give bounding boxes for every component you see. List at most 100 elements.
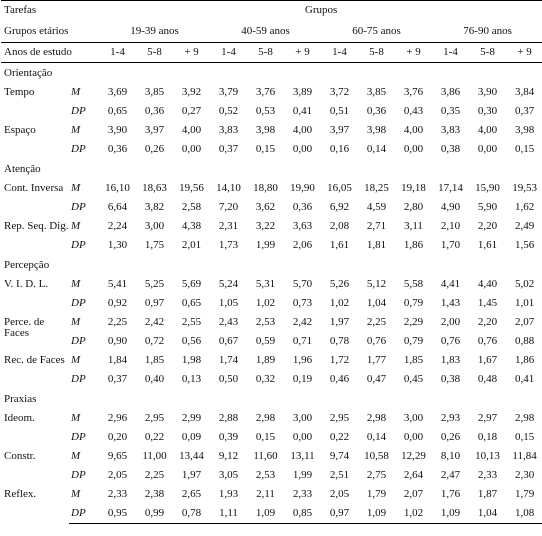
value-cell: 2,20 — [477, 220, 498, 232]
value-cell: 15,90 — [475, 182, 500, 194]
value-cell: 1,67 — [477, 354, 498, 366]
value-cell: 2,98 — [514, 412, 535, 424]
value-cell: 0,16 — [329, 143, 350, 155]
value-cell: 0,65 — [181, 297, 202, 309]
value-cell: 6,64 — [107, 201, 128, 213]
stat-label: DP — [71, 143, 86, 155]
value-cell: 1,43 — [440, 297, 461, 309]
section-row: Praxias — [1, 389, 542, 409]
value-cell: 18,80 — [253, 182, 278, 194]
value-cell: 2,42 — [144, 316, 165, 328]
value-cell: 18,63 — [142, 182, 167, 194]
value-cell: 2,33 — [477, 469, 498, 481]
value-cell: 0,22 — [329, 431, 350, 443]
data-table: Tarefas Grupos Grupos etários 19-39 anos… — [1, 0, 542, 524]
value-cell: 0,27 — [181, 105, 202, 117]
section-row: Orientação — [1, 63, 542, 84]
value-cell: 3,00 — [292, 412, 313, 424]
edu-header: + 9 — [284, 42, 321, 63]
value-cell: 3,00 — [144, 220, 165, 232]
task-label: Cont. Inversa — [4, 182, 64, 194]
table-row: Perce. de Faces M 2,25 2,42 2,55 2,43 2,53 2,42… — [1, 313, 542, 339]
section-title: Atenção — [4, 162, 41, 175]
value-cell: 2,08 — [329, 220, 350, 232]
stat-label: DP — [71, 469, 86, 481]
value-cell: 4,00 — [181, 124, 202, 136]
value-cell: 1,02 — [255, 297, 276, 309]
value-cell: 1,05 — [218, 297, 239, 309]
value-cell: 2,93 — [440, 412, 461, 424]
value-cell: 0,90 — [107, 335, 128, 347]
value-cell: 3,97 — [329, 124, 350, 136]
value-cell: 12,29 — [401, 450, 426, 462]
value-cell: 1,11 — [210, 504, 247, 524]
value-cell: 1,77 — [366, 354, 387, 366]
value-cell: 6,92 — [329, 201, 350, 213]
table-row: DP 2,05 2,25 1,97 3,05 2,53 1,99 2,51 2,75 2,64 2,… — [1, 466, 542, 485]
value-cell: 1,02 — [329, 297, 350, 309]
value-cell: 2,71 — [366, 220, 387, 232]
value-cell: 11,00 — [142, 450, 167, 462]
value-cell: 5,31 — [255, 278, 276, 290]
value-cell: 2,07 — [514, 316, 535, 328]
value-cell: 0,53 — [255, 105, 276, 117]
value-cell: 5,69 — [181, 278, 202, 290]
value-cell: 0,97 — [321, 504, 358, 524]
value-cell: 1,45 — [477, 297, 498, 309]
value-cell: 3,62 — [255, 201, 276, 213]
value-cell: 0,36 — [144, 105, 165, 117]
value-cell: 2,43 — [218, 316, 239, 328]
section-row: Atenção — [1, 159, 542, 179]
value-cell: 1,61 — [477, 239, 498, 251]
header-grupos: Grupos — [99, 0, 542, 20]
value-cell: 0,35 — [440, 105, 461, 117]
value-cell: 0,45 — [403, 373, 424, 385]
value-cell: 0,78 — [329, 335, 350, 347]
value-cell: 2,24 — [107, 220, 128, 232]
value-cell: 9,74 — [329, 450, 350, 462]
value-cell: 1,97 — [181, 469, 202, 481]
value-cell: 0,38 — [440, 143, 461, 155]
stat-label: M — [71, 278, 81, 290]
task-label: Rep. Seq. Dig. — [4, 220, 69, 232]
value-cell: 3,85 — [366, 86, 387, 98]
value-cell: 0,59 — [255, 335, 276, 347]
table-row: DP 0,92 0,97 0,65 1,05 1,02 0,73 1,02 1,04 0,79 1,… — [1, 294, 542, 313]
header-tarefas: Tarefas — [1, 0, 99, 20]
value-cell: 0,76 — [366, 335, 387, 347]
value-cell: 0,78 — [173, 504, 210, 524]
value-cell: 0,79 — [403, 335, 424, 347]
value-cell: 0,32 — [255, 373, 276, 385]
value-cell: 0,30 — [477, 105, 498, 117]
value-cell: 1,86 — [403, 239, 424, 251]
age-group-4: 76-90 anos — [463, 24, 512, 37]
table-row: DP 1,30 1,75 2,01 1,73 1,99 2,06 1,61 1,81 1,86 1,… — [1, 236, 542, 255]
table-header: Tarefas Grupos Grupos etários 19-39 anos… — [1, 0, 542, 63]
edu-header: 5-8 — [136, 42, 173, 63]
table-row: DP 0,37 0,40 0,13 0,50 0,32 0,19 0,46 0,47 0,45 0,… — [1, 370, 542, 389]
task-label: Ideom. — [4, 412, 35, 424]
value-cell: 3,69 — [107, 86, 128, 98]
task-label: Perce. de Faces — [4, 316, 45, 339]
value-cell: 10,13 — [475, 450, 500, 462]
value-cell: 0,37 — [107, 373, 128, 385]
value-cell: 2,06 — [292, 239, 313, 251]
value-cell: 1,09 — [358, 504, 395, 524]
value-cell: 0,19 — [292, 373, 313, 385]
value-cell: 0,40 — [144, 373, 165, 385]
value-cell: 11,84 — [512, 450, 537, 462]
value-cell: 2,99 — [181, 412, 202, 424]
section-row: Percepção — [1, 255, 542, 275]
stat-label: M — [71, 86, 81, 98]
value-cell: 2,33 — [107, 488, 128, 500]
value-cell: 0,73 — [292, 297, 313, 309]
value-cell: 3,05 — [218, 469, 239, 481]
value-cell: 4,38 — [181, 220, 202, 232]
edu-header: 1-4 — [321, 42, 358, 63]
stat-label: M — [71, 354, 81, 366]
value-cell: 0,00 — [292, 431, 313, 443]
value-cell: 1,85 — [403, 354, 424, 366]
value-cell: 0,00 — [292, 143, 313, 155]
section-title: Percepção — [4, 258, 50, 271]
value-cell: 1,75 — [144, 239, 165, 251]
